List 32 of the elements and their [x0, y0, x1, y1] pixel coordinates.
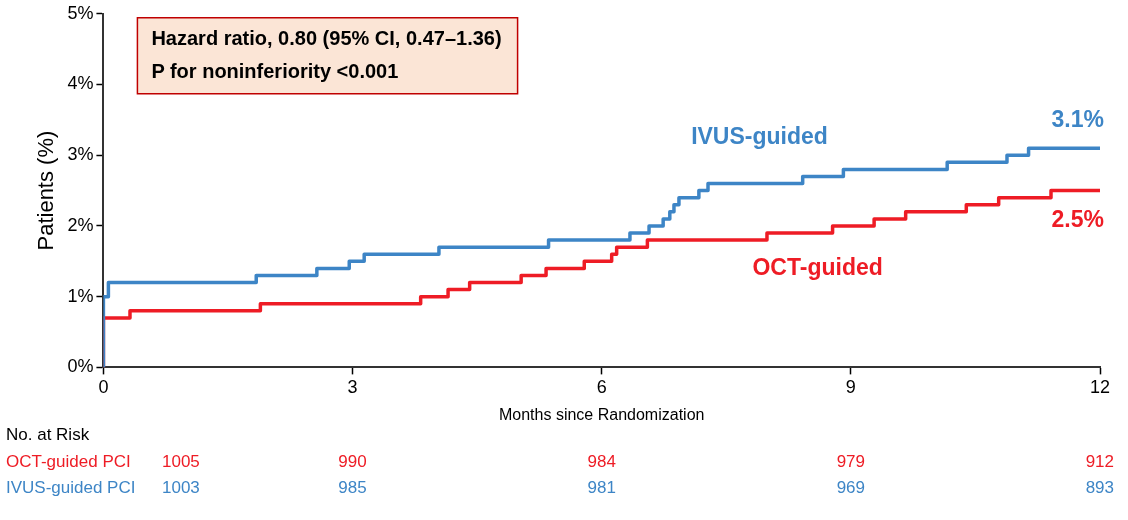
y-tick-label: 2% — [67, 214, 94, 235]
text: 1003 — [162, 478, 200, 498]
x-tick-label: 3 — [347, 377, 358, 398]
y-tick-label: 5% — [67, 2, 94, 23]
annotation: 3.1% — [1051, 105, 1104, 132]
y-axis-title: Patients (%) — [33, 130, 59, 251]
text: 990 — [338, 452, 367, 472]
y-tick-label: 3% — [67, 144, 94, 165]
text: IVUS-guided PCI — [6, 478, 136, 498]
text: 985 — [338, 478, 367, 498]
text: 912 — [1085, 452, 1114, 472]
annotation: P for noninferiority <0.001 — [151, 60, 399, 83]
series-label: IVUS-guided — [691, 122, 828, 149]
text: 1005 — [162, 452, 200, 472]
y-tick-label: 0% — [67, 356, 94, 377]
y-tick-label: 4% — [67, 73, 94, 94]
x-tick-label: 0 — [98, 377, 109, 398]
text: 893 — [1085, 478, 1114, 498]
annotation: Hazard ratio, 0.80 (95% CI, 0.47–1.36) — [151, 27, 502, 50]
annotation: 2.5% — [1051, 205, 1104, 232]
text: No. at Risk — [6, 425, 90, 445]
text: 984 — [587, 452, 616, 472]
series-label: OCT-guided — [752, 253, 883, 280]
text: 969 — [836, 478, 866, 498]
x-axis-title: Months since Randomization — [498, 405, 705, 423]
x-tick-label: 12 — [1089, 377, 1111, 398]
text: 979 — [836, 452, 866, 472]
x-tick-label: 6 — [596, 377, 607, 398]
y-tick-label: 1% — [67, 285, 94, 306]
text: OCT-guided PCI — [6, 452, 131, 472]
x-tick-label: 9 — [845, 377, 856, 398]
text: 981 — [587, 478, 616, 498]
